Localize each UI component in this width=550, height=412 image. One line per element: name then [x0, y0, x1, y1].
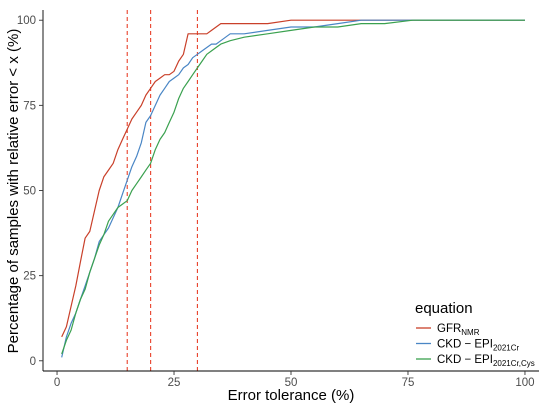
y-tick-label: 50	[23, 186, 36, 198]
legend-label-1: GFRNMR	[437, 323, 480, 337]
x-axis-ticks: 0 25 50 75 100	[54, 371, 535, 389]
y-tick-label: 75	[23, 100, 36, 112]
series-line-3	[61, 19, 525, 355]
y-tick-label: 100	[17, 15, 36, 27]
x-axis-title: Error tolerance (%)	[228, 387, 355, 404]
legend-title: equation	[415, 300, 473, 317]
y-axis-ticks: 0 25 50 75 100	[17, 15, 43, 368]
series-line-1	[61, 19, 525, 338]
x-tick-label: 100	[515, 377, 534, 389]
legend-label-2: CKD − EPI2021Cr	[437, 339, 520, 353]
legend-label-3: CKD − EPI2021Cr,Cys	[437, 354, 535, 368]
x-tick-label: 0	[54, 377, 60, 389]
x-tick-label: 75	[402, 377, 415, 389]
y-tick-label: 25	[23, 271, 36, 283]
x-tick-label: 50	[285, 377, 298, 389]
reference-lines	[126, 10, 198, 371]
series-lines	[61, 19, 525, 358]
y-tick-label: 0	[30, 356, 36, 368]
x-tick-label: 25	[168, 377, 181, 389]
y-axis-title: Percentage of samples with relative erro…	[5, 29, 22, 354]
